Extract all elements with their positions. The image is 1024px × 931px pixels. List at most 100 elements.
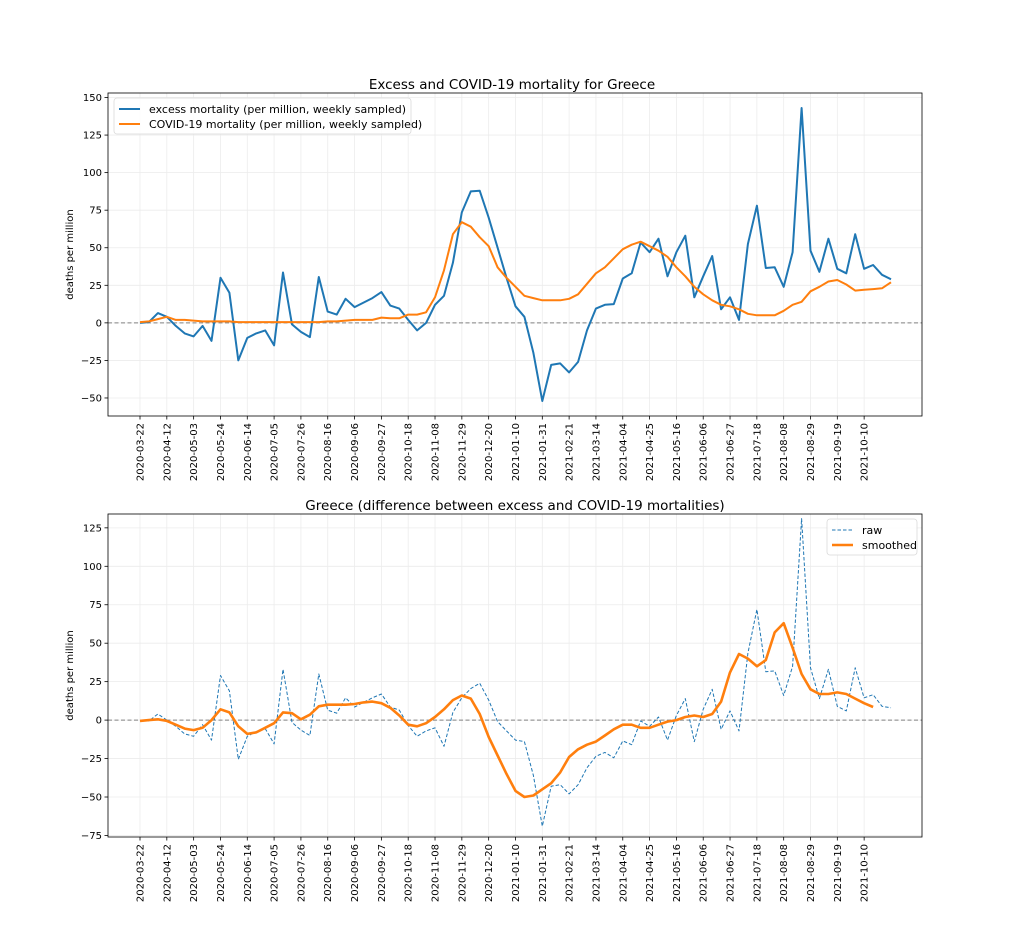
x-tick-label: 2020-07-26 (296, 423, 307, 481)
plot-frame (107, 513, 923, 838)
y-tick-label: 150 (83, 93, 102, 104)
y-tick-label: −25 (81, 754, 102, 765)
x-tick-label: 2020-09-27 (377, 423, 388, 481)
legend-label: smoothed (862, 539, 917, 552)
x-tick-label: 2020-11-29 (457, 423, 468, 481)
x-tick-label: 2020-05-24 (216, 423, 227, 481)
x-tick-label: 2021-07-18 (752, 844, 763, 902)
y-axis-label: deaths per million (65, 209, 76, 299)
y-tick-label: 75 (89, 600, 102, 611)
x-tick-label: 2020-09-06 (350, 844, 361, 902)
x-tick-label: 2021-03-14 (591, 844, 602, 902)
x-tick-label: 2021-04-25 (645, 844, 656, 902)
x-axis-ticks: 2020-03-22 2020-04-12 2020-05-03 2020-05-24… (136, 837, 871, 902)
series-line-excess (139, 107, 892, 402)
x-tick-label: 2020-11-08 (431, 423, 442, 481)
x-tick-label: 2021-01-31 (538, 423, 549, 481)
y-tick-label: 0 (96, 716, 102, 727)
legend-label: raw (862, 524, 882, 537)
x-axis-ticks: 2020-03-22 2020-04-12 2020-05-03 2020-05-24… (136, 416, 871, 481)
x-tick-label: 2021-08-29 (806, 844, 817, 902)
y-tick-label: −50 (81, 393, 102, 404)
x-tick-label: 2020-11-29 (457, 844, 468, 902)
x-tick-label: 2020-08-16 (323, 844, 334, 902)
grid (108, 93, 922, 416)
x-tick-label: 2020-10-18 (404, 423, 415, 481)
x-tick-label: 2021-05-16 (672, 844, 683, 902)
x-tick-label: 2020-09-06 (350, 423, 361, 481)
y-axis-ticks: −50 −25 0 25 50 75 100 125 150 (81, 93, 108, 404)
x-tick-label: 2021-09-19 (833, 844, 844, 902)
x-tick-label: 2020-05-03 (189, 423, 200, 481)
y-axis-ticks: −75 −50 −25 0 25 50 75 100 125 (81, 523, 108, 842)
y-tick-label: 100 (83, 562, 102, 573)
x-tick-label: 2021-08-29 (806, 423, 817, 481)
x-tick-label: 2020-07-05 (270, 844, 281, 902)
x-tick-label: 2021-01-31 (538, 844, 549, 902)
legend-box (113, 97, 412, 135)
series-line-covid-19 (139, 221, 892, 324)
chart-title: Greece (difference between excess and CO… (305, 498, 724, 514)
x-tick-label: 2020-05-24 (216, 844, 227, 902)
y-tick-label: 0 (96, 318, 102, 329)
y-tick-label: 50 (89, 639, 102, 650)
x-tick-label: 2021-04-04 (618, 423, 629, 481)
y-tick-label: −50 (81, 793, 102, 804)
x-tick-label: 2020-03-22 (136, 844, 147, 902)
x-tick-label: 2021-02-21 (565, 844, 576, 902)
series-group (139, 518, 892, 827)
difference-chart: Greece (difference between excess and CO… (65, 498, 923, 902)
y-tick-label: 125 (83, 131, 102, 142)
y-axis-label: deaths per million (65, 630, 76, 720)
y-tick-label: 25 (89, 281, 102, 292)
x-tick-label: 2020-08-16 (323, 423, 334, 481)
legend: excess mortality (per million, weekly sa… (113, 97, 422, 135)
x-tick-label: 2020-07-26 (296, 844, 307, 902)
x-tick-label: 2021-10-10 (860, 423, 871, 481)
x-tick-label: 2021-04-25 (645, 423, 656, 481)
x-tick-label: 2020-04-12 (162, 844, 173, 902)
x-tick-label: 2021-06-06 (699, 844, 710, 902)
x-tick-label: 2021-06-06 (699, 423, 710, 481)
x-tick-label: 2020-06-14 (243, 423, 254, 481)
x-tick-label: 2020-07-05 (270, 423, 281, 481)
x-tick-label: 2021-05-16 (672, 423, 683, 481)
y-tick-label: 100 (83, 168, 102, 179)
x-tick-label: 2021-08-08 (779, 844, 790, 902)
x-tick-label: 2021-06-27 (726, 844, 737, 902)
x-tick-label: 2020-04-12 (162, 423, 173, 481)
series-group (139, 107, 892, 402)
y-tick-label: 50 (89, 243, 102, 254)
x-tick-label: 2021-03-14 (591, 423, 602, 481)
x-tick-label: 2020-03-22 (136, 423, 147, 481)
plot-frame (107, 92, 923, 417)
x-tick-label: 2021-01-10 (511, 844, 522, 902)
x-tick-label: 2021-02-21 (565, 423, 576, 481)
x-tick-label: 2020-10-18 (404, 844, 415, 902)
x-tick-label: 2021-06-27 (726, 423, 737, 481)
x-tick-label: 2020-05-03 (189, 844, 200, 902)
x-tick-label: 2020-06-14 (243, 844, 254, 902)
x-tick-label: 2020-12-20 (484, 423, 495, 481)
x-tick-label: 2021-08-08 (779, 423, 790, 481)
series-line-smoothed (139, 621, 874, 799)
x-tick-label: 2020-12-20 (484, 844, 495, 902)
x-tick-label: 2021-10-10 (860, 844, 871, 902)
x-tick-label: 2021-09-19 (833, 423, 844, 481)
y-tick-label: 25 (89, 677, 102, 688)
legend-label: COVID-19 mortality (per million, weekly … (149, 118, 422, 131)
y-tick-label: 125 (83, 523, 102, 534)
y-tick-label: −75 (81, 831, 102, 842)
y-tick-label: 75 (89, 206, 102, 217)
legend-label: excess mortality (per million, weekly sa… (149, 103, 406, 116)
x-tick-label: 2021-07-18 (752, 423, 763, 481)
x-tick-label: 2020-11-08 (431, 844, 442, 902)
x-tick-label: 2021-04-04 (618, 844, 629, 902)
legend: raw smoothed (826, 518, 918, 556)
x-tick-label: 2021-01-10 (511, 423, 522, 481)
y-tick-label: −25 (81, 356, 102, 367)
x-tick-label: 2020-09-27 (377, 844, 388, 902)
excess-vs-covid-chart: Excess and COVID-19 mortality for Greece… (65, 77, 923, 481)
chart-title: Excess and COVID-19 mortality for Greece (369, 77, 655, 93)
